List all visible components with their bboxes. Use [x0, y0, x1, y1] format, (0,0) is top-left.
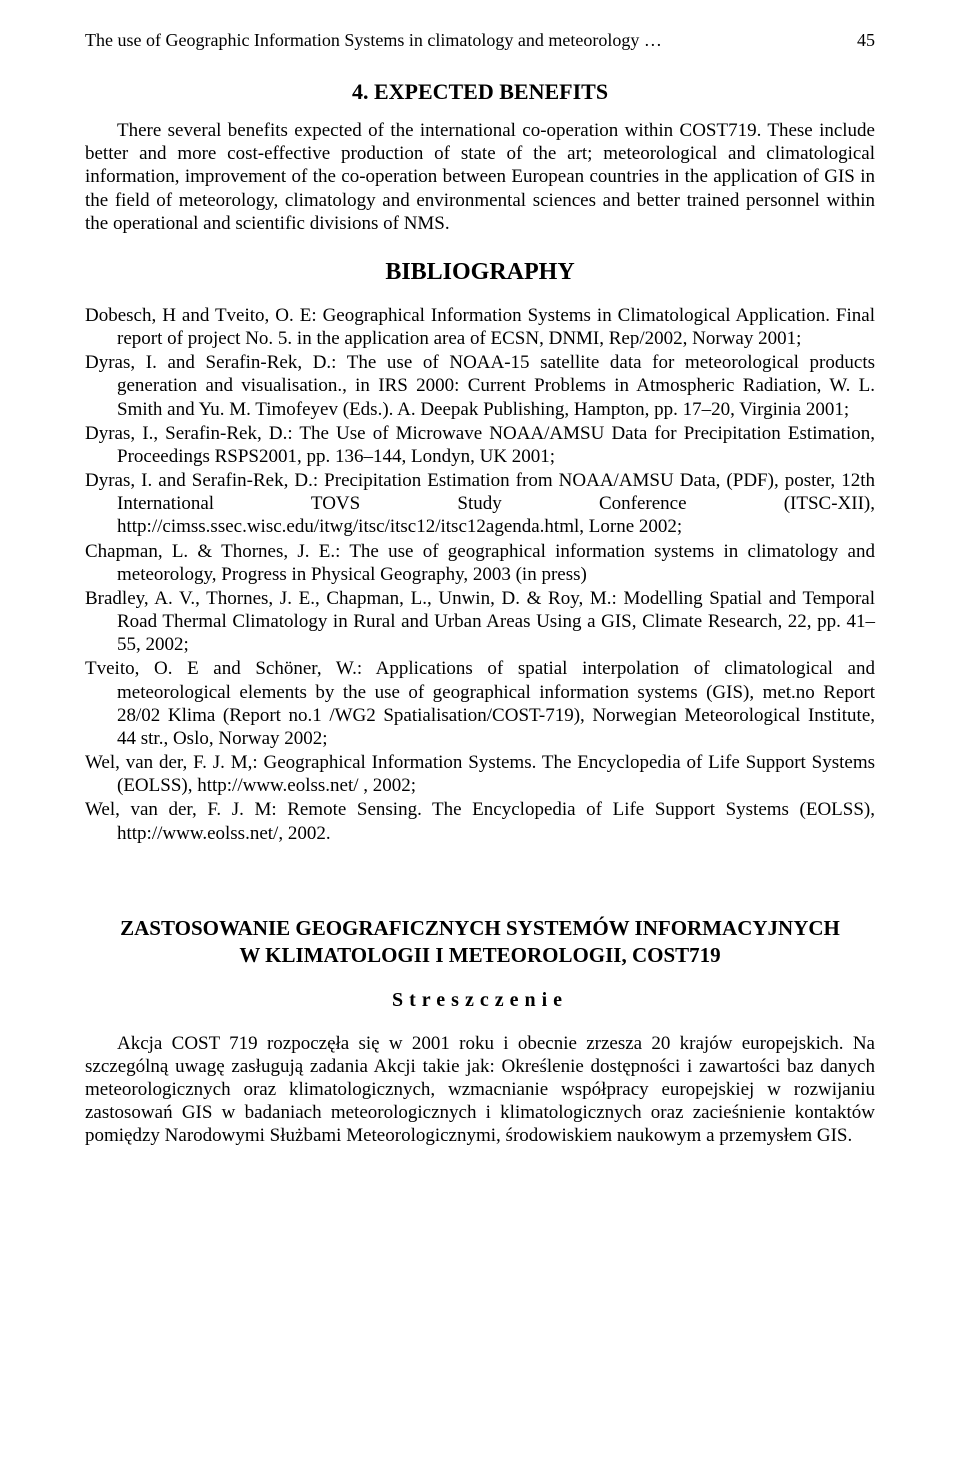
- bib-entry: Wel, van der, F. J. M,: Geographical Inf…: [85, 751, 875, 797]
- section-paragraph: There several benefits expected of the i…: [85, 119, 875, 235]
- bibliography-list: Dobesch, H and Tveito, O. E: Geographica…: [85, 304, 875, 845]
- bib-entry: Dyras, I. and Serafin-Rek, D.: Precipita…: [85, 469, 875, 539]
- polish-title-line2: W KLIMATOLOGII I METEOROLOGII, COST719: [85, 942, 875, 969]
- bib-entry: Dobesch, H and Tveito, O. E: Geographica…: [85, 304, 875, 350]
- bib-entry: Tveito, O. E and Schöner, W.: Applicatio…: [85, 657, 875, 750]
- polish-section: ZASTOSOWANIE GEOGRAFICZNYCH SYSTEMÓW INF…: [85, 915, 875, 1148]
- polish-paragraph: Akcja COST 719 rozpoczęła się w 2001 rok…: [85, 1032, 875, 1148]
- bib-entry: Wel, van der, F. J. M: Remote Sensing. T…: [85, 798, 875, 844]
- bib-entry: Chapman, L. & Thornes, J. E.: The use of…: [85, 540, 875, 586]
- page-number: 45: [857, 30, 875, 51]
- page-container: The use of Geographic Information System…: [0, 0, 960, 1466]
- bibliography-heading: BIBLIOGRAPHY: [85, 259, 875, 286]
- section-heading: 4. EXPECTED BENEFITS: [85, 79, 875, 105]
- polish-subheading: Streszczenie: [85, 989, 875, 1012]
- bib-entry: Dyras, I., Serafin-Rek, D.: The Use of M…: [85, 422, 875, 468]
- running-title: The use of Geographic Information System…: [85, 30, 662, 51]
- bib-entry: Bradley, A. V., Thornes, J. E., Chapman,…: [85, 587, 875, 657]
- polish-title-line1: ZASTOSOWANIE GEOGRAFICZNYCH SYSTEMÓW INF…: [85, 915, 875, 942]
- bib-entry: Dyras, I. and Serafin-Rek, D.: The use o…: [85, 351, 875, 421]
- running-head: The use of Geographic Information System…: [85, 30, 875, 51]
